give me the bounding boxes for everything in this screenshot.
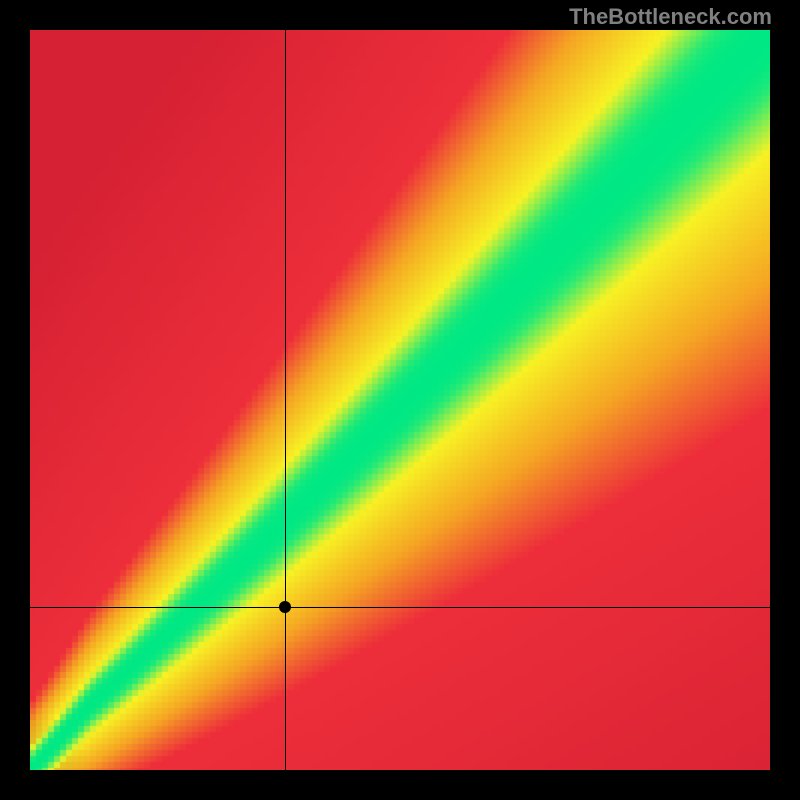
plot-area [30,30,770,770]
crosshair-horizontal [30,607,770,608]
crosshair-vertical [285,30,286,770]
marker-point [279,601,291,613]
watermark: TheBottleneck.com [569,4,772,30]
container: TheBottleneck.com [0,0,800,800]
bottleneck-heatmap [30,30,770,770]
